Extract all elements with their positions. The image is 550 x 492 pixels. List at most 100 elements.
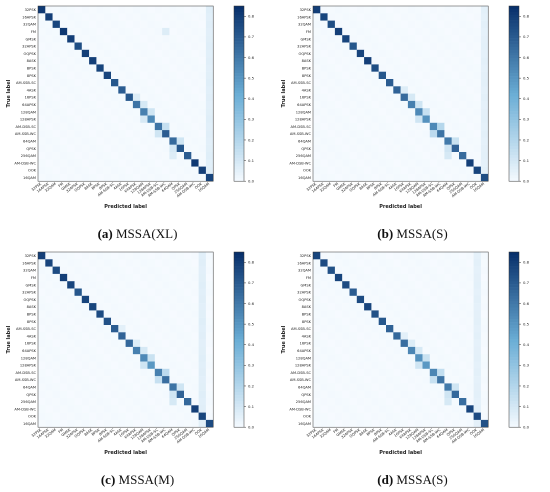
heatmap-cell	[386, 6, 394, 14]
heatmap-cell	[132, 273, 141, 282]
heatmap-cell	[89, 368, 97, 377]
heatmap-cell	[74, 86, 82, 94]
heatmap-cell	[198, 383, 207, 391]
heatmap-cell	[313, 273, 321, 282]
heatmap-cell	[437, 100, 445, 109]
heatmap-cell	[81, 325, 90, 333]
heatmap-cell	[118, 20, 126, 29]
heatmap-cell	[103, 152, 112, 160]
y-tick-label: 8PSK	[27, 74, 37, 78]
heatmap-cell	[444, 412, 452, 421]
heatmap-cell	[103, 376, 112, 384]
heatmap-cell	[473, 332, 482, 340]
heatmap-cell	[184, 295, 192, 304]
heatmap-cell	[480, 405, 489, 413]
heatmap-cell	[38, 144, 46, 153]
heatmap-cell	[74, 42, 82, 50]
heatmap-cell	[422, 64, 430, 72]
heatmap-cell	[473, 288, 482, 296]
heatmap-cell	[198, 310, 207, 318]
heatmap-cell	[444, 71, 452, 80]
heatmap-cell	[118, 64, 126, 72]
x-axis-label: Predicted label	[104, 204, 147, 210]
heatmap-cell	[451, 115, 460, 123]
heatmap-cell	[466, 405, 474, 413]
heatmap-cell	[466, 64, 474, 72]
heatmap-cell	[140, 152, 148, 160]
heatmap-cell	[96, 273, 104, 282]
heatmap-cell	[147, 137, 155, 145]
heatmap-cell	[198, 93, 207, 102]
heatmap-cell	[118, 137, 126, 145]
heatmap-cell	[473, 368, 482, 377]
colorbar-tick-label: 0.4	[248, 96, 255, 101]
heatmap-cell	[444, 152, 452, 160]
heatmap-cell	[67, 332, 75, 340]
colorbar-step	[509, 395, 519, 399]
heatmap-cell	[320, 20, 328, 29]
x-tick-label: OQPSK	[74, 427, 87, 438]
heatmap-cell	[393, 122, 401, 131]
heatmap-cell	[74, 20, 82, 29]
heatmap-cell	[52, 144, 61, 153]
heatmap-cell	[67, 86, 75, 94]
heatmap-cell	[393, 354, 401, 362]
heatmap-cell	[437, 398, 445, 406]
heatmap-cell	[81, 295, 90, 304]
heatmap-cell	[132, 332, 141, 340]
y-axis-label: True label	[281, 325, 287, 353]
heatmap-cell	[38, 166, 46, 175]
colorbar-step	[509, 32, 519, 36]
heatmap-cell	[125, 130, 134, 138]
heatmap-cell	[444, 259, 452, 267]
heatmap-cell	[162, 325, 170, 333]
heatmap-cell	[393, 79, 401, 87]
colorbar-step	[234, 154, 244, 159]
heatmap-cell	[466, 273, 474, 282]
heatmap-cell	[415, 419, 423, 428]
heatmap-cell	[364, 35, 372, 43]
heatmap-cell	[320, 383, 328, 391]
heatmap-cell	[198, 100, 207, 109]
heatmap-cell	[118, 130, 126, 138]
colorbar-step	[234, 377, 244, 381]
heatmap-cell	[349, 79, 357, 87]
heatmap-cell	[415, 166, 423, 175]
heatmap-cell	[437, 166, 445, 175]
heatmap-cell	[393, 405, 401, 413]
heatmap-cell	[198, 86, 207, 94]
heatmap-cell	[74, 376, 82, 384]
heatmap-cell	[140, 57, 148, 65]
heatmap-cell	[393, 252, 401, 260]
y-tick-label: AM-SSB-WC	[290, 378, 312, 382]
colorbar-step	[509, 269, 519, 273]
heatmap-cell	[176, 130, 185, 138]
heatmap-cell	[349, 57, 357, 65]
heatmap-cell	[371, 398, 379, 406]
colorbar-tick-label: 0.2	[523, 137, 530, 142]
heatmap-cell	[154, 79, 163, 87]
heatmap-cell	[371, 64, 379, 72]
heatmap-cell	[342, 259, 350, 267]
heatmap-cell	[364, 266, 372, 275]
heatmap-cell	[400, 173, 409, 182]
heatmap-cell	[480, 100, 489, 109]
heatmap-cell	[466, 252, 474, 260]
x-tick-label: OOK	[194, 427, 203, 435]
heatmap-cell	[334, 398, 343, 406]
heatmap-cell	[38, 383, 46, 391]
heatmap-cell	[74, 108, 82, 116]
heatmap-cell	[356, 419, 365, 428]
heatmap-cell	[386, 252, 394, 260]
heatmap-cell	[81, 57, 90, 65]
heatmap-cell	[429, 152, 438, 160]
heatmap-cell	[400, 86, 409, 94]
colorbar-step	[234, 252, 244, 256]
heatmap-cell	[327, 419, 336, 428]
heatmap-cell	[162, 13, 170, 21]
heatmap-cell	[59, 390, 68, 399]
heatmap-cell	[422, 390, 430, 399]
heatmap-cell	[437, 273, 445, 282]
heatmap-cell	[313, 71, 321, 80]
heatmap-cell	[459, 405, 467, 413]
